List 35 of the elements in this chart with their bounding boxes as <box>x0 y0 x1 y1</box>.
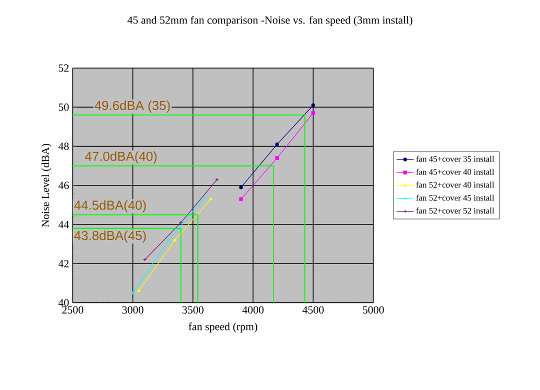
point <box>275 156 280 160</box>
point <box>239 185 243 190</box>
x-tick-label: 2500 <box>62 306 84 314</box>
y-tick-label: 48 <box>58 142 69 150</box>
legend-label: fan 52+cover 40 install <box>416 182 494 188</box>
annotation: 44.5dBA(40) <box>74 200 146 212</box>
legend-label: fan 45+cover 40 install <box>416 168 494 175</box>
y-axis-title: Noise Level (dBA) <box>41 144 52 228</box>
chart-title: 45 and 52mm fan comparison -Noise vs. fan speed (3mm install) <box>127 16 412 26</box>
y-tick-label: 52 <box>58 64 69 72</box>
legend-label: fan 52+cover 45 install <box>416 194 494 201</box>
annotation: 49.6dBA (35) <box>94 100 170 113</box>
point <box>311 111 316 115</box>
y-tick-label: 44 <box>58 220 70 228</box>
y-tick-label: 50 <box>58 104 69 111</box>
y-tick-label: 46 <box>58 182 69 190</box>
point <box>137 289 141 292</box>
point <box>173 238 177 242</box>
point <box>311 103 316 108</box>
legend-label: fan 45+cover 35 install <box>416 156 494 162</box>
point <box>239 197 243 201</box>
x-tick-label: 4500 <box>302 306 324 314</box>
legend-label: fan 52+cover 52 install <box>416 208 494 214</box>
y-tick-label: 40 <box>58 299 69 306</box>
point <box>275 142 280 146</box>
x-tick-label: 3000 <box>122 306 144 314</box>
annotation: 47.0dBA(40) <box>85 151 157 164</box>
y-tick-label: 42 <box>58 260 69 268</box>
x-tick-label: 5000 <box>362 306 384 314</box>
x-tick-label: 3500 <box>182 306 204 314</box>
point <box>179 220 183 224</box>
annotation: 43.8dBA(45) <box>74 230 146 243</box>
point <box>209 197 213 200</box>
x-tick-label: 4000 <box>242 306 264 314</box>
x-axis-title: fan speed (rpm) <box>188 322 258 332</box>
